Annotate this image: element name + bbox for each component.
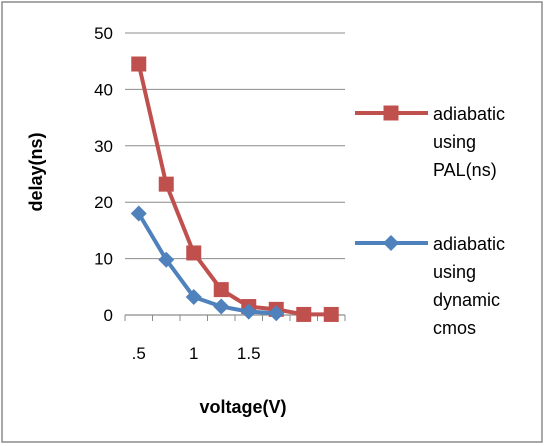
series-1-point [131,56,147,72]
y-tick-label: 30 [94,137,113,156]
series-1-point [323,306,339,322]
legend-swatch-marker [383,105,399,121]
legend-label: adiabatic [433,234,505,254]
series-2 [130,205,285,322]
legend-label: using [433,262,476,282]
x-tick-label: .5 [132,344,146,363]
y-tick-label: 20 [94,193,113,212]
y-tick-label: 50 [94,24,113,43]
legend-item-2: adiabatic using dynamic cmos [355,234,505,338]
series-2-point [158,251,175,268]
legend: adiabatic using PAL(ns) adiabatic using dynam… [355,104,505,338]
legend-label: PAL(ns) [433,160,497,180]
gridlines [125,32,345,260]
series-2-point [185,288,202,305]
series-2-point [268,305,285,322]
series-2-point [130,205,147,222]
legend-label: adiabatic [433,104,505,124]
series-1-point [296,306,312,322]
tick-labels: 0 10 20 30 40 50 .5 1 1.5 [94,24,260,363]
legend-item-1: adiabatic using PAL(ns) [355,104,505,180]
legend-label: dynamic [433,290,500,310]
x-tick-label: 1.5 [237,344,261,363]
legend-label: cmos [433,318,476,338]
series-1-point [213,282,229,298]
x-axis-title: voltage(V) [199,397,286,417]
series-1-point [186,245,202,261]
series-2-point [213,298,230,315]
y-tick-label: 0 [104,306,113,325]
x-tick-label: 1 [189,344,198,363]
series-2-point [240,303,257,320]
legend-swatch-marker [383,235,399,251]
y-axis-title: delay(ns) [26,132,46,211]
y-tick-label: 40 [94,80,113,99]
series-layer [130,56,339,322]
y-tick-label: 10 [94,250,113,269]
series-1-point [158,176,174,192]
legend-label: using [433,132,476,152]
